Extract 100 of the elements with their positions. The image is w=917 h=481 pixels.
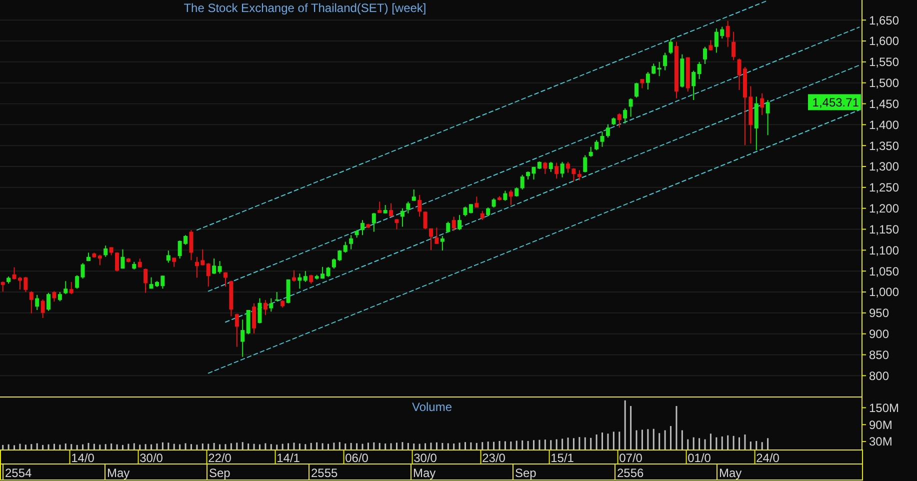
candlestick bbox=[172, 257, 176, 268]
candlestick bbox=[726, 20, 730, 48]
candlestick bbox=[69, 281, 74, 295]
candlestick bbox=[577, 170, 582, 181]
candlestick bbox=[732, 31, 736, 61]
x-tick-label: 01/0 bbox=[688, 451, 712, 465]
candlestick bbox=[623, 108, 628, 124]
x-tick-label: 23/0 bbox=[482, 451, 506, 465]
text: 2554 bbox=[5, 466, 32, 480]
y-tick-label: 90M bbox=[869, 418, 892, 432]
x-tick-label: 06/0 bbox=[345, 451, 369, 465]
candlestick bbox=[474, 196, 479, 208]
candlestick bbox=[646, 71, 650, 90]
candlestick bbox=[0, 281, 5, 292]
candlestick bbox=[594, 140, 599, 151]
candlestick bbox=[223, 272, 228, 288]
y-tick-label: 850 bbox=[869, 348, 890, 362]
candlestick bbox=[252, 302, 256, 334]
candlestick bbox=[218, 260, 222, 274]
x-tick-label: 30/0 bbox=[414, 451, 438, 465]
candlestick bbox=[583, 154, 588, 173]
candlestick bbox=[440, 235, 444, 252]
candlestick bbox=[166, 250, 170, 264]
x-tick-label: 24/0 bbox=[756, 451, 780, 465]
candlestick bbox=[652, 63, 656, 75]
candlestick bbox=[349, 234, 354, 250]
candlestick bbox=[708, 40, 713, 52]
candlestick bbox=[423, 211, 428, 230]
candlestick bbox=[492, 198, 496, 208]
candlestick bbox=[617, 112, 622, 128]
x-tick-label: 07/0 bbox=[619, 451, 643, 465]
x-tick-label: 30/0 bbox=[140, 451, 164, 465]
candlestick bbox=[668, 38, 673, 54]
candlestick bbox=[372, 212, 376, 232]
candlestick bbox=[697, 61, 702, 80]
candlestick bbox=[286, 278, 290, 304]
text: May bbox=[413, 466, 436, 480]
candlestick bbox=[429, 228, 433, 251]
candlestick bbox=[144, 268, 148, 294]
candlestick bbox=[389, 202, 394, 218]
candlestick bbox=[572, 168, 576, 182]
y-tick-label: 1,100 bbox=[869, 243, 900, 258]
y-tick-label: 1,450 bbox=[869, 96, 900, 111]
candlestick bbox=[766, 99, 770, 136]
y-tick-label: 800 bbox=[869, 368, 890, 383]
candlestick bbox=[458, 214, 462, 231]
candlestick bbox=[514, 186, 519, 198]
y-tick-label: 950 bbox=[869, 306, 890, 320]
candlestick bbox=[64, 280, 68, 295]
y-tick-label: 1,150 bbox=[869, 222, 900, 236]
y-tick-label: 1,250 bbox=[869, 180, 900, 195]
candlestick bbox=[98, 254, 102, 266]
y-tick-label: 1,050 bbox=[869, 264, 900, 278]
text: May bbox=[107, 466, 130, 480]
candlestick bbox=[554, 162, 559, 180]
candlestick bbox=[543, 161, 548, 175]
candlestick bbox=[588, 146, 593, 158]
y-tick-label: 1,500 bbox=[869, 76, 900, 90]
candlestick bbox=[412, 189, 416, 202]
y-tick-label: 150M bbox=[869, 400, 900, 415]
candlestick bbox=[548, 161, 553, 172]
text: 2555 bbox=[311, 466, 338, 480]
y-tick-label: 1,650 bbox=[869, 13, 900, 28]
candlestick bbox=[394, 218, 399, 230]
candlestick bbox=[80, 262, 85, 280]
y-tick-label: 1,600 bbox=[869, 34, 900, 48]
text: May bbox=[719, 466, 742, 480]
text: 2556 bbox=[617, 466, 644, 480]
candlestick bbox=[29, 290, 34, 314]
candlestick bbox=[189, 230, 194, 261]
y-tick-label: 1,300 bbox=[869, 160, 900, 174]
candlestick bbox=[212, 258, 216, 275]
candlestick bbox=[452, 216, 456, 232]
x-tick-label: 15/1 bbox=[550, 451, 574, 465]
candlestick bbox=[434, 227, 439, 244]
candlestick bbox=[35, 294, 40, 310]
candlestick bbox=[40, 299, 45, 318]
candlestick bbox=[634, 82, 639, 98]
y-tick-label: 1,400 bbox=[869, 118, 900, 132]
y-tick-label: 30M bbox=[869, 434, 892, 449]
candlestick bbox=[503, 190, 508, 202]
candlestick bbox=[263, 299, 268, 316]
y-tick-label: 1,350 bbox=[869, 138, 900, 153]
candlestick bbox=[640, 78, 644, 89]
candlestick bbox=[120, 248, 125, 270]
candlestick bbox=[343, 241, 348, 254]
candlestick bbox=[406, 201, 410, 214]
candlestick bbox=[520, 174, 524, 190]
text: Sep bbox=[209, 466, 231, 480]
candlestick bbox=[560, 161, 564, 178]
y-tick-label: 1,200 bbox=[869, 202, 900, 216]
x-tick-label: 14/1 bbox=[276, 451, 300, 465]
candlestick bbox=[600, 131, 604, 148]
candlestick bbox=[303, 270, 308, 282]
candlestick bbox=[104, 245, 108, 258]
candlestick bbox=[360, 220, 364, 236]
candlestick bbox=[240, 319, 245, 358]
candlestick bbox=[606, 124, 610, 138]
candlestick bbox=[246, 309, 250, 335]
candlestick bbox=[46, 292, 51, 312]
